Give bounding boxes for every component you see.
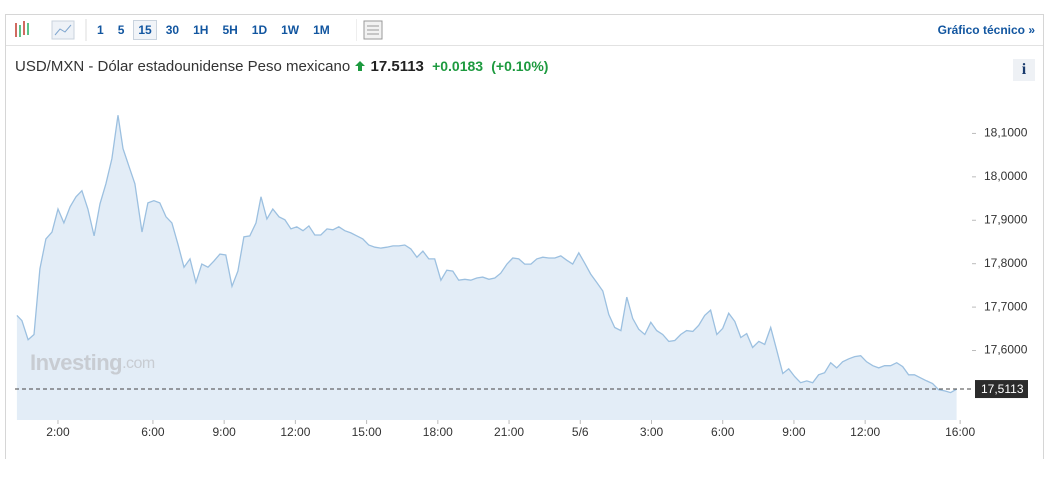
interval-button[interactable]: 30	[165, 23, 180, 37]
interval-button[interactable]: 5H	[222, 23, 238, 37]
technical-chart-link[interactable]: Gráfico técnico »	[937, 23, 1035, 37]
last-price-box	[975, 380, 1028, 399]
x-tick-label: 18:00	[423, 425, 453, 439]
x-tick-label: 16:00	[945, 425, 975, 439]
change-percent: (+0.10%)	[491, 58, 549, 74]
last-price-label: 17,5113	[981, 382, 1024, 396]
interval-button[interactable]: 1H	[193, 23, 209, 37]
price-line	[16, 115, 957, 394]
interval-button[interactable]: 15	[133, 20, 157, 40]
watermark: Investing.com	[30, 350, 155, 375]
toolbar-icons	[15, 19, 87, 41]
settings-icon[interactable]	[356, 15, 386, 45]
x-tick-label: 15:00	[352, 425, 382, 439]
x-tick-label: 9:00	[212, 425, 236, 439]
x-tick-label: 12:00	[850, 425, 880, 439]
y-tick-label: 17,6000	[984, 343, 1028, 357]
header: USD/MXN - Dólar estadounidense Peso mexi…	[15, 58, 548, 75]
x-tick-label: 2:00	[46, 425, 70, 439]
area-fill	[16, 115, 957, 420]
interval-button[interactable]: 1M	[313, 23, 330, 37]
x-tick-label: 6:00	[141, 425, 165, 439]
price: 17.5113	[370, 58, 424, 75]
up-arrow	[355, 61, 366, 71]
interval-button[interactable]: 1D	[251, 23, 268, 37]
y-tick-label: 17,7000	[984, 299, 1028, 313]
change: +0.0183	[432, 58, 484, 74]
y-tick-label: 18,0000	[984, 169, 1028, 183]
x-tick-label: 5/6	[572, 425, 589, 439]
x-tick-label: 21:00	[494, 425, 524, 439]
instrument-title: USD/MXN - Dólar estadounidense Peso mexi…	[15, 58, 351, 75]
y-tick-label: 17,9000	[984, 212, 1028, 226]
interval-group: 1 5 15 30 1H 5H 1D 1W 1M	[92, 20, 335, 40]
watermark-suffix: .com	[122, 355, 155, 372]
x-tick-label: 12:00	[280, 425, 310, 439]
x-tick-label: 9:00	[782, 425, 806, 439]
y-tick-label: 17,8000	[984, 256, 1028, 270]
interval-button[interactable]: 1W	[281, 23, 300, 37]
x-tick-label: 6:00	[711, 425, 735, 439]
widget: 1 5 15 30 1H 5H 1D 1W 1M Gráfico técnico » USD/M…	[5, 14, 1044, 459]
x-tick-label: 3:00	[640, 425, 664, 439]
interval-button[interactable]: 5	[117, 23, 125, 37]
watermark-brand: Investing	[30, 350, 122, 375]
info-button[interactable]: i	[1013, 59, 1035, 81]
chart: Investing.com 17,6000 17,7000 17,8000 17,90…	[15, 115, 1028, 439]
interval-button[interactable]: 1	[97, 23, 104, 37]
y-tick-label: 18,1000	[984, 126, 1028, 140]
toolbar: 1 5 15 30 1H 5H 1D 1W 1M Gráfico técnico »	[6, 15, 1043, 46]
